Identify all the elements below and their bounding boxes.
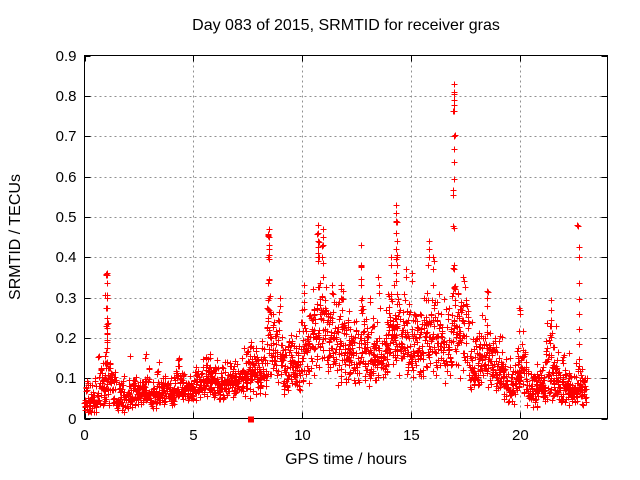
- x-tick-label: 20: [511, 427, 529, 444]
- y-tick-label: 0.4: [55, 249, 77, 267]
- baseline-square-marker: [248, 416, 254, 423]
- y-tick-label: 0.7: [55, 128, 77, 146]
- y-tick-label: 0.8: [55, 87, 77, 105]
- y-tick-label: 0.3: [55, 289, 77, 307]
- y-tick-label: 0.6: [55, 168, 77, 186]
- x-tick-label: 0: [80, 427, 89, 444]
- y-tick-label: 0: [68, 410, 77, 428]
- y-tick-label: 0.1: [55, 370, 77, 388]
- x-tick-label: 10: [294, 427, 311, 444]
- y-tick-label: 0.9: [55, 47, 77, 65]
- plot-frame: [84, 55, 608, 419]
- chart-title: Day 083 of 2015, SRMTID for receiver gra…: [192, 17, 500, 34]
- x-tick-label: 5: [189, 427, 198, 444]
- x-axis-label: GPS time / hours: [285, 451, 407, 468]
- y-tick-label: 0.5: [55, 208, 77, 226]
- y-tick-label: 0.2: [55, 329, 77, 347]
- x-tick-label: 15: [403, 427, 420, 444]
- y-axis-label: SRMTID / TECUs: [7, 174, 24, 300]
- scatter-points: [81, 81, 591, 416]
- axis-ticks: [84, 55, 608, 420]
